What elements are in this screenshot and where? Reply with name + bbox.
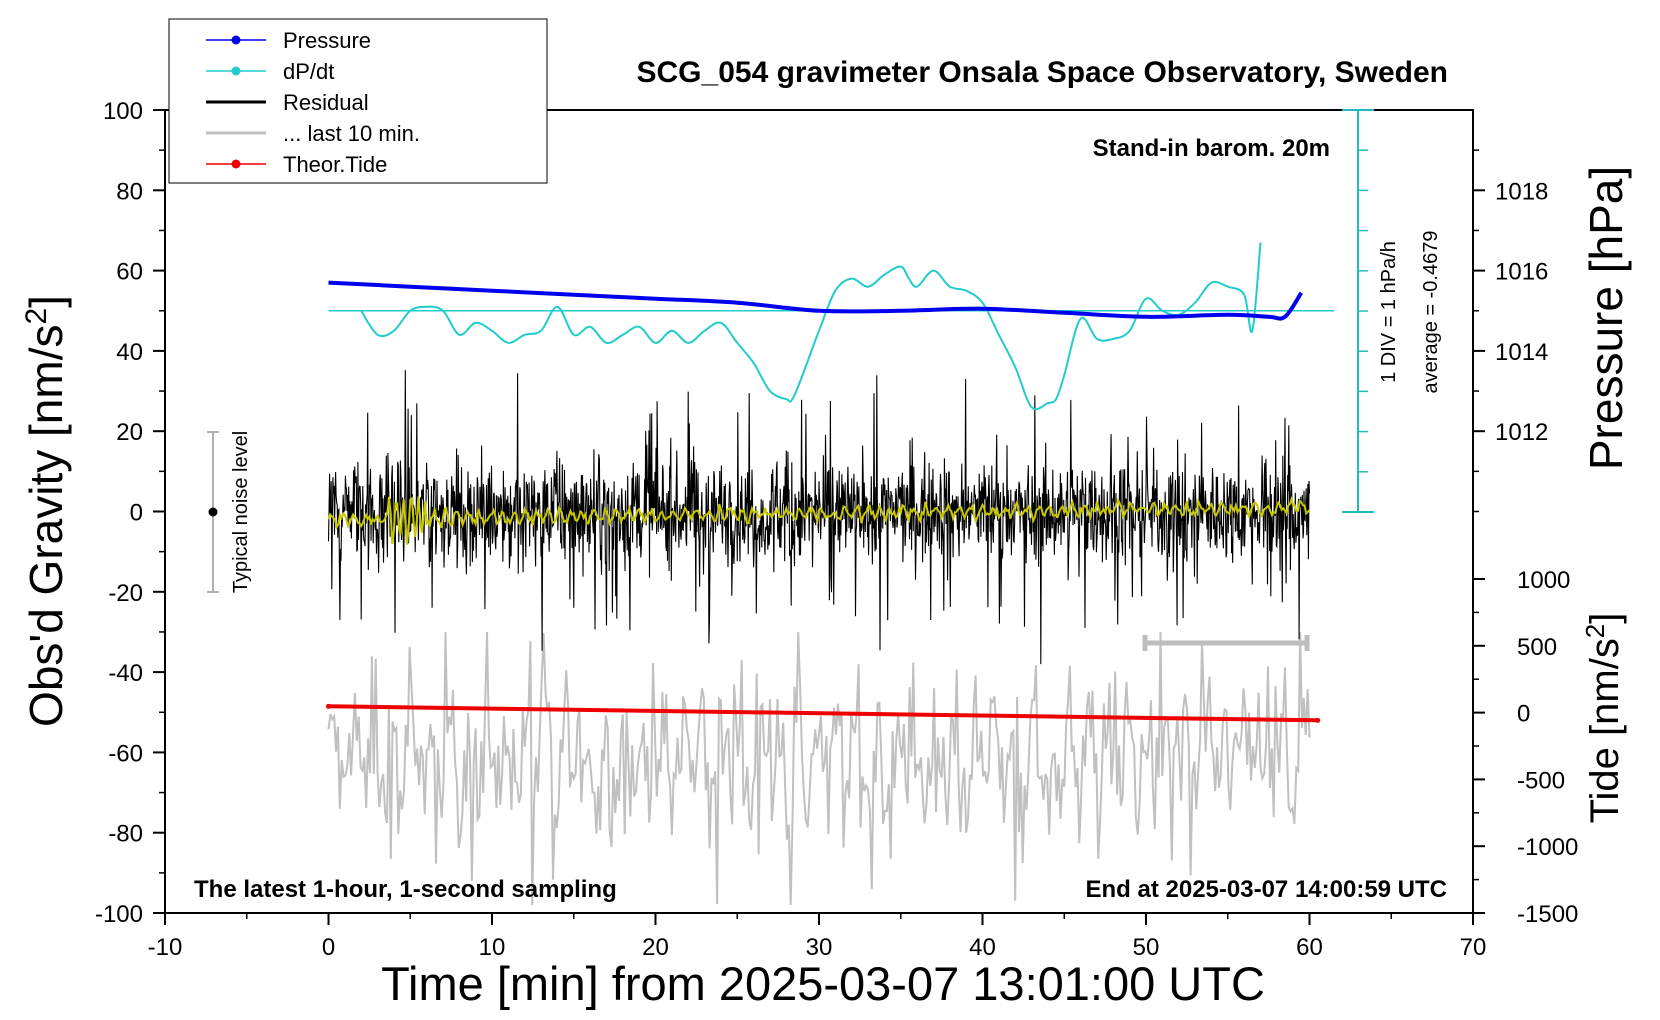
x-tick-label: 20 bbox=[642, 934, 669, 961]
legend-marker bbox=[231, 66, 241, 76]
series-pressure bbox=[328, 280, 1303, 321]
noise-level-label: Typical noise level bbox=[230, 431, 252, 593]
sampling-note: The latest 1-hour, 1-second sampling bbox=[194, 876, 617, 903]
pressure-tick-label: 1014 bbox=[1495, 339, 1548, 366]
series-theor-tide bbox=[328, 704, 1318, 723]
legend-label: ... last 10 min. bbox=[283, 121, 420, 146]
y-tick-label: -40 bbox=[108, 660, 143, 687]
x-axis-label: Time [min] from 2025-03-07 13:01:00 UTC bbox=[381, 957, 1265, 1010]
axis-layer: -10 0 10 20 30 40 50 60 70100806040200-20-40-60-… bbox=[95, 98, 1578, 961]
legend-label: Pressure bbox=[283, 28, 371, 53]
y-tick-label: 40 bbox=[116, 339, 143, 366]
y-tick-label: -60 bbox=[108, 740, 143, 767]
y-tick-label: 20 bbox=[116, 419, 143, 446]
chart-title: SCG_054 gravimeter Onsala Space Observat… bbox=[637, 56, 1449, 89]
tide-tick-label: -1500 bbox=[1517, 901, 1578, 928]
tide-tick-label: 0 bbox=[1517, 701, 1530, 728]
legend-marker bbox=[231, 35, 241, 45]
series-dpdt bbox=[360, 242, 1262, 411]
dpdt-average-label: average = -0.4679 bbox=[1420, 231, 1442, 394]
pressure-tick-label: 1016 bbox=[1495, 259, 1548, 286]
tide-point bbox=[326, 703, 331, 709]
x-tick-label: 60 bbox=[1296, 934, 1323, 961]
pressure-axis-label: Pressure [hPa] bbox=[1580, 166, 1632, 470]
x-tick-label: 40 bbox=[969, 934, 996, 961]
pressure-tick-label: 1012 bbox=[1495, 419, 1548, 446]
end-time-note: End at 2025-03-07 14:00:59 UTC bbox=[1086, 876, 1448, 903]
legend-label: Residual bbox=[283, 90, 369, 115]
y-tick-label: -100 bbox=[95, 901, 143, 928]
series-residual-smoothed bbox=[327, 495, 1311, 545]
x-tick-label: -10 bbox=[148, 934, 183, 961]
tide-tick-label: 1000 bbox=[1517, 567, 1570, 594]
y-tick-label: 80 bbox=[116, 178, 143, 205]
noise-level-indicator: Typical noise level bbox=[207, 431, 252, 593]
barometer-note: Stand-in barom. 20m bbox=[1093, 135, 1330, 162]
x-tick-label: 50 bbox=[1133, 934, 1160, 961]
tide-tick-label: 500 bbox=[1517, 634, 1557, 661]
y-tick-label: 0 bbox=[130, 500, 143, 527]
legend-label: dP/dt bbox=[283, 59, 334, 84]
series-last-10-min bbox=[327, 631, 1311, 906]
y-axis-label: Obs'd Gravity [nm/s2] bbox=[20, 295, 72, 727]
tide-axis-label: Tide [nm/s2] bbox=[1580, 613, 1627, 824]
pressure-tick-label: 1018 bbox=[1495, 178, 1548, 205]
x-tick-label: 0 bbox=[322, 934, 335, 961]
tide-tick-label: -500 bbox=[1517, 767, 1565, 794]
x-tick-label: 30 bbox=[806, 934, 833, 961]
dpdt-scale-bar: 1 DIV = 1 hPa/h average = -0.4679 bbox=[1342, 109, 1442, 513]
legend: Pressure dP/dt Residual ... last 10 min. The… bbox=[168, 18, 548, 184]
series-residual bbox=[327, 370, 1311, 665]
series-layer bbox=[326, 242, 1335, 906]
y-tick-label: -20 bbox=[108, 580, 143, 607]
tide-tick-label: -1000 bbox=[1517, 834, 1578, 861]
y-tick-label: 60 bbox=[116, 259, 143, 286]
y-tick-label: 100 bbox=[103, 98, 143, 125]
last-10-min-bar bbox=[1142, 635, 1310, 651]
legend-marker bbox=[231, 159, 241, 169]
x-tick-label: 70 bbox=[1460, 934, 1487, 961]
tide-point bbox=[1315, 717, 1321, 723]
x-tick-label: 10 bbox=[479, 934, 506, 961]
y-tick-label: -80 bbox=[108, 821, 143, 848]
legend-label: Theor.Tide bbox=[283, 152, 387, 177]
dpdt-div-label: 1 DIV = 1 hPa/h bbox=[1378, 241, 1400, 383]
